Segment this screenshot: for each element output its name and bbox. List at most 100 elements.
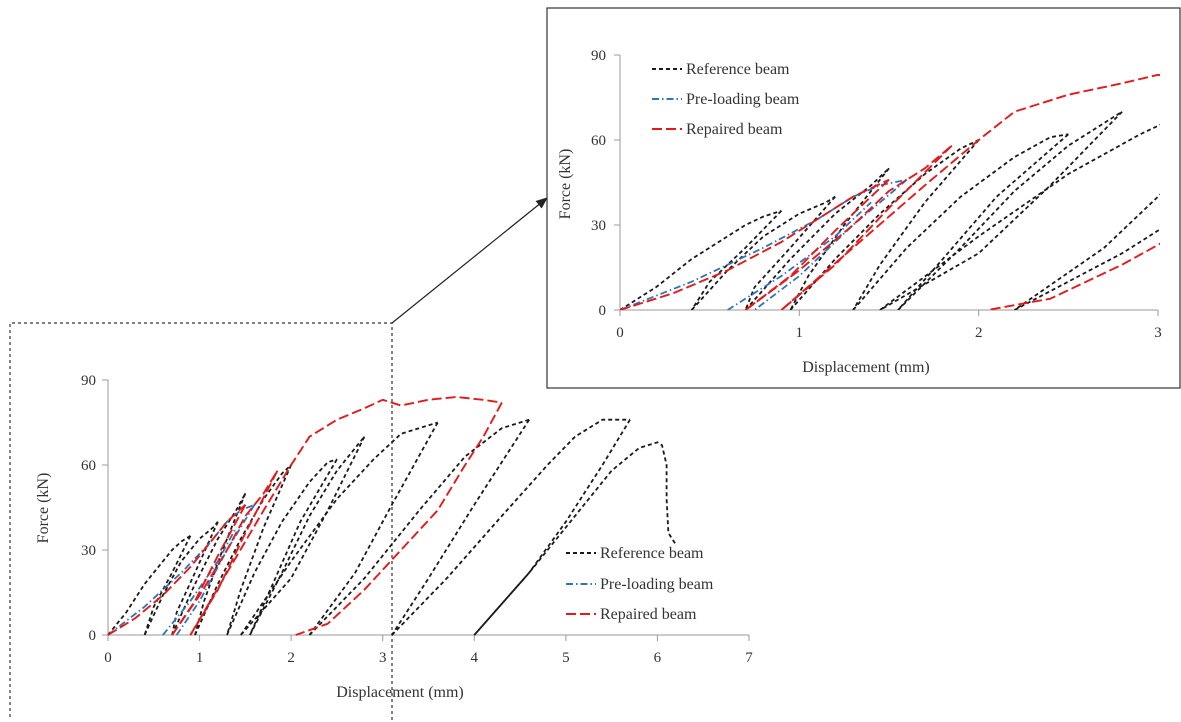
inset-x-tick-labels: 0 1 2 3 <box>616 325 1162 341</box>
pre-loading-beam-curve <box>620 178 908 310</box>
reference-beam-curve <box>308 422 439 636</box>
main-x-tick-labels: 0 1 2 3 4 5 6 7 <box>104 650 753 666</box>
main-x-tick-label: 4 <box>471 650 479 666</box>
main-x-tick-label: 0 <box>104 650 112 666</box>
reference-beam-curve <box>744 167 890 310</box>
reference-beam-curve <box>789 139 980 310</box>
legend-label-repaired: Repaired beam <box>686 121 783 138</box>
pre-loading-beam-curve <box>107 503 255 636</box>
inset-x-tick-label: 3 <box>1154 325 1162 341</box>
reference-beam-curve <box>744 196 836 310</box>
main-y-tick-label: 60 <box>81 458 96 474</box>
reference-beam-curve <box>852 139 980 310</box>
reference-beam-curve <box>473 419 631 636</box>
legend-label-reference: Reference beam <box>600 545 704 562</box>
reference-beam-curve <box>194 492 247 636</box>
reference-beam-curve <box>473 441 677 636</box>
reference-beam-curve <box>240 436 366 636</box>
reference-beam-curve <box>143 521 219 636</box>
inset-x-tick-label: 0 <box>616 325 624 341</box>
legend-label-repaired: Repaired beam <box>600 606 697 623</box>
inset-series-reference-beam <box>620 110 1160 310</box>
main-x-tick-label: 7 <box>745 650 753 666</box>
inset-y-axis-title: Force (kN) <box>557 149 574 220</box>
inset-plot-lines <box>620 73 1160 310</box>
main-x-ticks <box>107 635 750 641</box>
main-y-tick-label: 0 <box>89 628 97 644</box>
reference-beam-curve <box>171 521 219 636</box>
inset-x-tick-label: 1 <box>796 325 804 341</box>
inset-series-repaired-beam <box>620 73 1160 310</box>
main-plot-lines <box>107 396 677 636</box>
reference-beam-curve <box>391 419 530 636</box>
reference-beam-curve <box>194 464 292 636</box>
inset-y-tick-labels: 0 30 60 90 <box>591 48 606 319</box>
inset-frame <box>546 7 1181 389</box>
main-x-tick-label: 3 <box>379 650 387 666</box>
reference-beam-curve <box>226 464 292 636</box>
main-series-reference-beam <box>107 418 677 636</box>
inset-y-tick-label: 0 <box>599 303 607 319</box>
reference-beam-curve <box>143 535 192 636</box>
inset-y-ticks <box>614 54 620 311</box>
inset-y-tick-label: 30 <box>591 218 606 234</box>
legend-label-reference: Reference beam <box>686 61 790 78</box>
repaired-beam-curve <box>295 402 503 636</box>
inset-chart: 0 1 2 3 0 30 60 90 Displacement (mm) For… <box>557 48 1162 376</box>
main-legend: Reference beam Pre-loading beam Repaired… <box>566 545 714 623</box>
reference-beam-curve <box>391 418 630 636</box>
inset-y-tick-label: 90 <box>591 48 606 64</box>
inset-y-tick-label: 60 <box>591 133 606 149</box>
reference-beam-curve <box>691 195 836 310</box>
repaired-beam-curve <box>171 504 247 636</box>
reference-beam-curve <box>249 458 338 636</box>
main-chart: 0 1 2 3 4 5 6 7 0 30 60 90 Displacement … <box>35 373 753 701</box>
reference-beam-curve <box>107 535 191 636</box>
main-series-repaired-beam <box>107 396 503 636</box>
inset-legend: Reference beam Pre-loading beam Repaired… <box>652 61 800 138</box>
repaired-beam-curve <box>744 144 953 310</box>
main-y-axis-title: Force (kN) <box>35 473 52 544</box>
main-series-pre-loading-beam <box>107 503 256 636</box>
pre-loading-beam-curve <box>753 179 908 310</box>
legend-label-preloading: Pre-loading beam <box>600 576 714 593</box>
main-y-tick-label: 90 <box>81 373 96 389</box>
inset-x-ticks <box>619 310 1159 316</box>
inset-x-axis-title: Displacement (mm) <box>802 359 930 376</box>
zoom-arrow <box>391 197 548 324</box>
reference-beam-curve <box>879 111 1123 310</box>
inset-chart-axes: 0 1 2 3 0 30 60 90 Displacement (mm) For… <box>557 48 1162 376</box>
main-y-tick-label: 30 <box>81 543 96 559</box>
main-x-tick-label: 2 <box>287 650 295 666</box>
reference-beam-curve <box>226 458 338 636</box>
reference-beam-curve <box>1014 228 1160 310</box>
repaired-beam-curve <box>189 396 502 636</box>
reference-beam-curve <box>1013 193 1160 310</box>
zoom-indicator <box>9 7 1181 720</box>
reference-beam-curve <box>852 133 1069 310</box>
reference-beam-curve <box>789 167 890 310</box>
repaired-beam-curve <box>189 470 279 636</box>
main-y-ticks <box>102 379 108 636</box>
main-x-tick-label: 1 <box>196 650 204 666</box>
zoom-region-outline <box>9 322 393 720</box>
repaired-beam-curve <box>744 179 890 310</box>
legend-label-preloading: Pre-loading beam <box>686 91 800 108</box>
repaired-beam-curve <box>620 178 890 310</box>
main-x-tick-label: 6 <box>654 650 662 666</box>
main-x-axis-title: Displacement (mm) <box>336 684 464 701</box>
reference-beam-curve <box>240 421 438 636</box>
main-x-tick-label: 5 <box>562 650 570 666</box>
repaired-beam-curve <box>780 73 1160 310</box>
main-y-tick-labels: 0 30 60 90 <box>81 373 96 644</box>
pre-loading-beam-curve <box>727 201 872 310</box>
inset-x-tick-label: 2 <box>975 325 983 341</box>
pre-loading-beam-curve <box>175 504 256 636</box>
main-chart-axes: 0 1 2 3 4 5 6 7 0 30 60 90 Displacement … <box>35 373 753 701</box>
repaired-beam-curve <box>171 470 279 636</box>
reference-beam-curve <box>308 418 530 636</box>
reference-beam-curve <box>171 492 247 636</box>
reference-beam-curve <box>620 209 782 310</box>
reference-beam-curve <box>897 133 1069 310</box>
